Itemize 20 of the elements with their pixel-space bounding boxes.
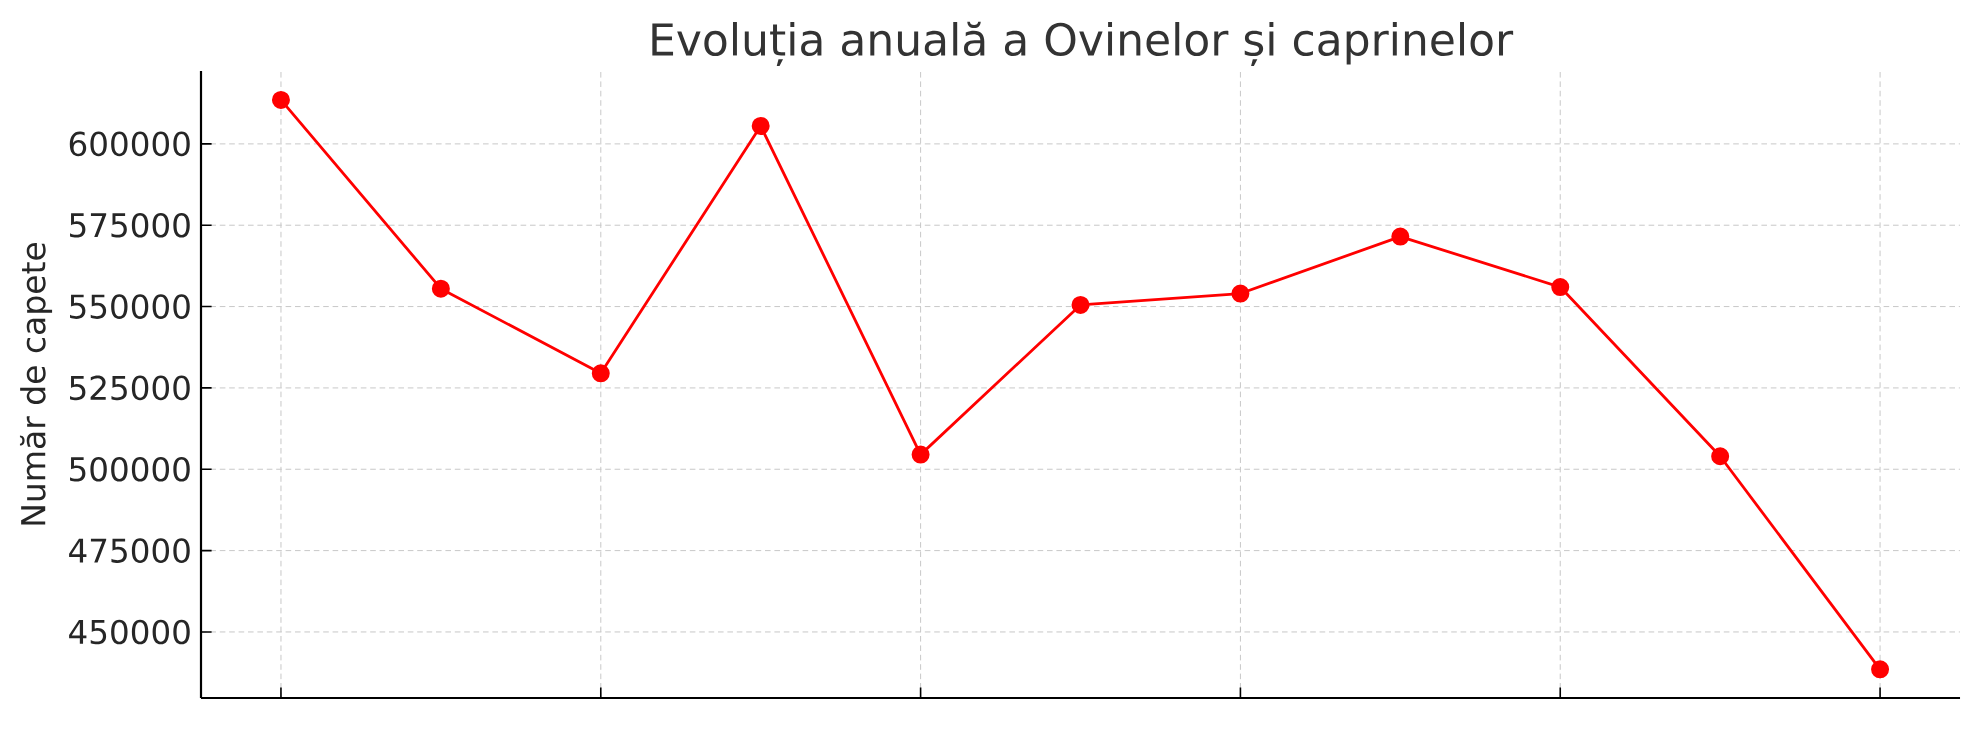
point	[1231, 284, 1250, 303]
y-tick-label: 525000	[70, 375, 190, 401]
chart-title: Evoluția anuală a Ovinelor și caprinelor	[652, 21, 1514, 66]
y-tick-label: 600000	[69, 131, 190, 157]
point	[1071, 295, 1090, 314]
point	[1391, 227, 1410, 246]
y-tick-label: 550000	[70, 294, 190, 319]
point	[1871, 660, 1890, 679]
point	[911, 445, 930, 464]
y-tick-label: 475000	[69, 538, 190, 563]
y-tick-label: 450000	[69, 619, 190, 645]
y-tick-label: 575000	[70, 212, 190, 238]
point	[431, 279, 450, 298]
point	[591, 364, 610, 383]
point	[271, 90, 290, 109]
y-tick-label: 500000	[70, 456, 190, 482]
point	[1711, 447, 1730, 466]
y-axis-title: Număr de capete	[19, 242, 53, 525]
point	[1551, 278, 1570, 297]
point	[751, 116, 770, 135]
